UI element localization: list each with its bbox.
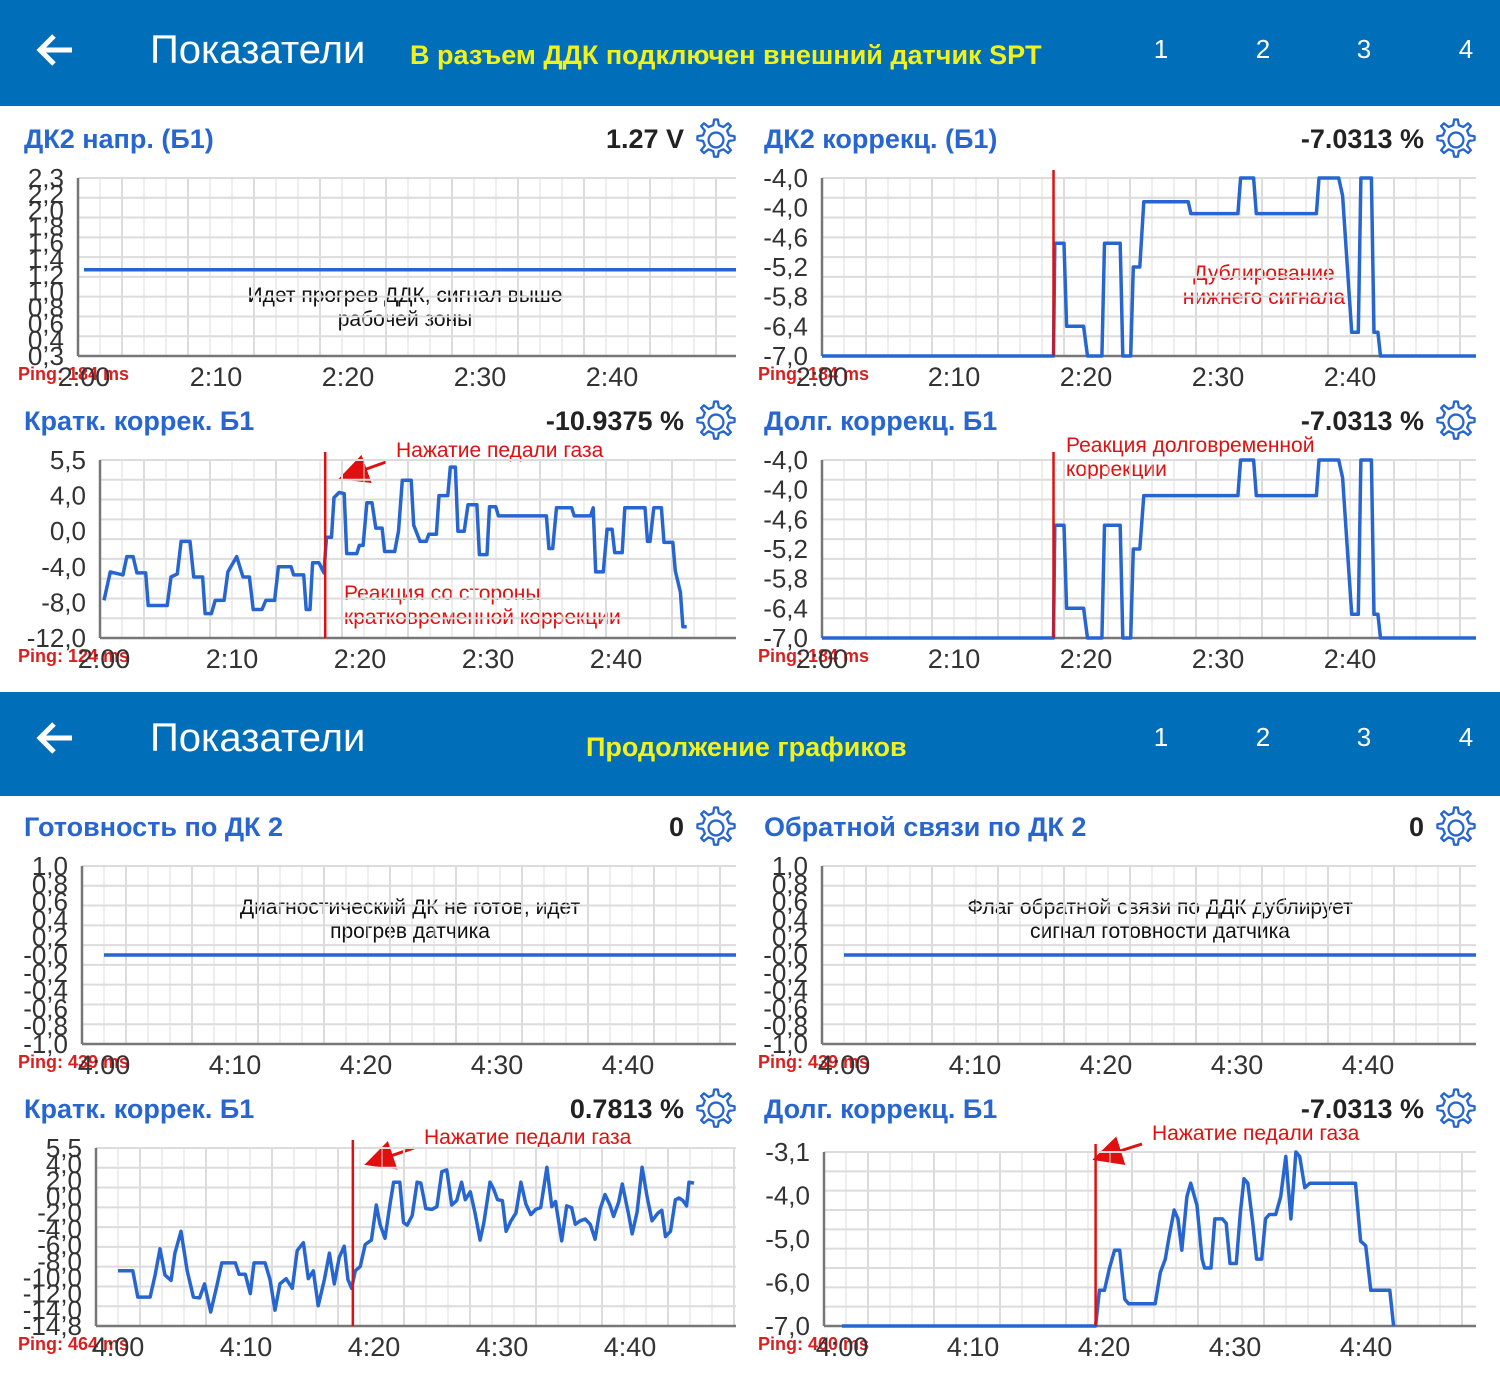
ping-label: Ping: 460 ms bbox=[758, 1334, 870, 1354]
arrow-line bbox=[1092, 1136, 1143, 1166]
page-title: Показатели bbox=[150, 716, 366, 760]
gear-icon[interactable] bbox=[690, 396, 742, 448]
arrow-left-icon bbox=[36, 722, 72, 754]
page-title: Показатели bbox=[150, 28, 366, 72]
gear-icon[interactable] bbox=[690, 1084, 742, 1136]
gear-icon[interactable] bbox=[690, 802, 742, 854]
ping-label: Ping: 439 ms bbox=[18, 1052, 130, 1072]
gear-icon[interactable] bbox=[1430, 396, 1482, 448]
gear-icon[interactable] bbox=[1430, 114, 1482, 166]
arrow-line bbox=[364, 1141, 415, 1170]
annotation-gas-pedal: Нажатие педали газа bbox=[396, 439, 604, 462]
header-message: Продолжение графиков bbox=[586, 732, 907, 762]
arrow-line bbox=[338, 454, 387, 484]
panel-title: ДК2 коррекц. (Б1) bbox=[764, 124, 998, 154]
app-header-1: Показатели В разъем ДДК подключен внешни… bbox=[0, 0, 1500, 106]
chart-panel: Готовность по ДК 2 0 Ping: 439 ms bbox=[0, 796, 740, 1086]
panel-value: -7.0313 % bbox=[1300, 1094, 1424, 1124]
panel-title: Кратк. коррек. Б1 bbox=[24, 406, 255, 436]
annotation-warmup: Идет прогрев ДДК, сигнал выше рабочей зо… bbox=[247, 284, 563, 331]
panel-title: Обратной связи по ДК 2 bbox=[764, 812, 1087, 842]
panel-title: Долг. коррекц. Б1 bbox=[764, 406, 998, 436]
gear-icon[interactable] bbox=[1430, 802, 1482, 854]
panel-title: Готовность по ДК 2 bbox=[24, 812, 284, 842]
tab-1[interactable]: 1 bbox=[1153, 722, 1169, 752]
ping-label: Ping: 184 ms bbox=[758, 646, 870, 666]
panel-value: 1.27 V bbox=[605, 124, 684, 154]
tab-3[interactable]: 3 bbox=[1356, 722, 1372, 752]
panel-value: 0.7813 % bbox=[569, 1094, 684, 1124]
tab-1[interactable]: 1 bbox=[1153, 34, 1169, 64]
tab-3[interactable]: 3 bbox=[1356, 34, 1372, 64]
tab-2[interactable]: 2 bbox=[1255, 34, 1271, 64]
panel-value: 0 bbox=[668, 812, 684, 842]
panel-value: 0 bbox=[1408, 812, 1424, 842]
tab-4[interactable]: 4 bbox=[1458, 34, 1474, 64]
chart-panel: Кратк. коррек. Б1 0.7813 % Ping: 464 ms bbox=[0, 1078, 740, 1368]
back-button[interactable] bbox=[36, 30, 76, 78]
panel-title: ДК2 напр. (Б1) bbox=[24, 124, 214, 154]
gear-icon[interactable] bbox=[690, 114, 742, 166]
annotation-gas-pedal: Нажатие педали газа bbox=[1152, 1122, 1360, 1145]
panel-value: -7.0313 % bbox=[1300, 406, 1424, 436]
chart-panel: Обратной связи по ДК 2 0 Ping: 439 ms bbox=[740, 796, 1480, 1086]
back-button[interactable] bbox=[36, 718, 76, 766]
chart-panel: Кратк. коррек. Б1 -10.9375 % Ping: 124 ms bbox=[0, 390, 740, 680]
chart-panel: ДК2 напр. (Б1) 1.27 V Ping: 184 ms bbox=[0, 108, 740, 398]
annotation-gas-pedal: Нажатие педали газа bbox=[424, 1126, 632, 1149]
panel-value: -10.9375 % bbox=[545, 406, 684, 436]
chart-panel: Долг. коррекц. Б1 -7.0313 % Ping: 184 ms bbox=[740, 390, 1480, 680]
panel-title: Долг. коррекц. Б1 bbox=[764, 1094, 998, 1124]
chart-panel: Долг. коррекц. Б1 -7.0313 % Ping: 460 ms bbox=[740, 1078, 1480, 1368]
ping-label: Ping: 124 ms bbox=[18, 646, 130, 666]
tab-2[interactable]: 2 bbox=[1255, 722, 1271, 752]
ping-label: Ping: 184 ms bbox=[758, 364, 870, 384]
app-header-2: Показатели Продолжение графиков 1 2 3 4 bbox=[0, 692, 1500, 796]
tab-4[interactable]: 4 bbox=[1458, 722, 1474, 752]
arrow-left-icon bbox=[36, 34, 72, 66]
header-message: В разъем ДДК подключен внешний датчик SP… bbox=[410, 40, 1042, 70]
ping-label: Ping: 439 ms bbox=[758, 1052, 870, 1072]
ping-label: Ping: 464 ms bbox=[18, 1334, 130, 1354]
panel-title: Кратк. коррек. Б1 bbox=[24, 1094, 255, 1124]
gear-icon[interactable] bbox=[1430, 1084, 1482, 1136]
ping-label: Ping: 184 ms bbox=[18, 364, 130, 384]
panel-value: -7.0313 % bbox=[1300, 124, 1424, 154]
chart-panel: ДК2 коррекц. (Б1) -7.0313 % Ping: 184 ms bbox=[740, 108, 1480, 398]
